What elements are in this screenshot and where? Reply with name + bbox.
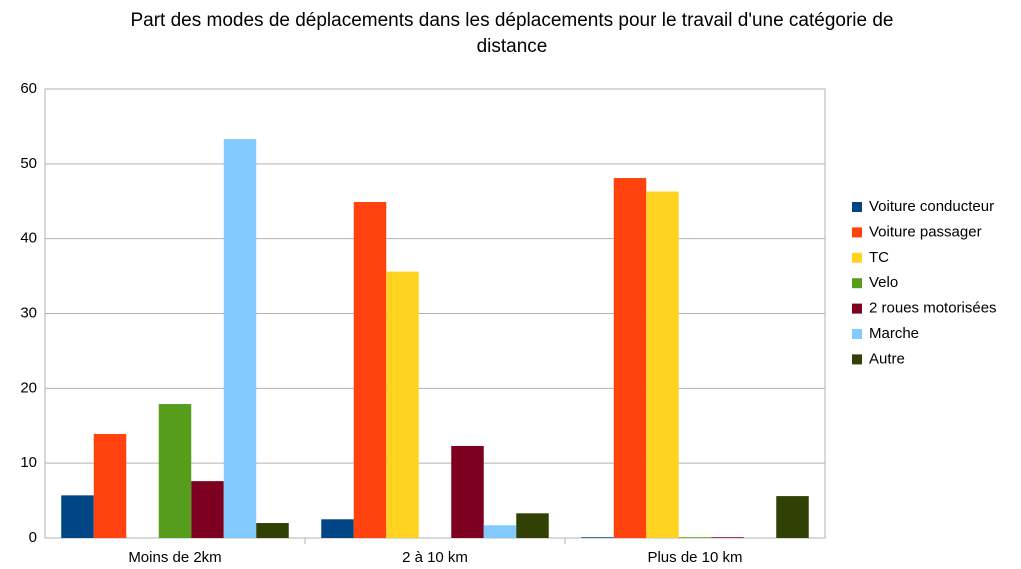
y-tick-label: 10: [20, 454, 37, 471]
legend-swatch: [852, 354, 862, 365]
legend-label: Voiture conducteur: [869, 198, 994, 215]
bar: [711, 537, 744, 538]
bar: [191, 481, 224, 538]
bar: [386, 271, 419, 538]
x-tick-label: 2 à 10 km: [402, 549, 468, 566]
y-tick-label: 0: [29, 529, 37, 546]
bar: [613, 178, 647, 538]
bar: [61, 495, 94, 538]
bar: [776, 496, 809, 538]
bar: [93, 433, 127, 538]
legend-swatch: [852, 278, 862, 289]
legend-label: 2 roues motorisées: [869, 300, 997, 317]
legend-swatch: [852, 227, 862, 238]
bar: [256, 523, 289, 538]
legend-swatch: [852, 329, 862, 339]
x-tick-label: Moins de 2km: [128, 549, 221, 566]
legend-swatch: [852, 202, 862, 212]
legend-label: Voiture passager: [869, 223, 982, 240]
x-tick-label: Plus de 10 km: [647, 549, 742, 566]
legend-label: Marche: [869, 325, 919, 342]
y-tick-label: 40: [20, 230, 37, 247]
bar: [483, 525, 517, 538]
bar: [353, 201, 387, 538]
y-tick-label: 50: [20, 155, 37, 172]
bar: [223, 139, 257, 538]
bar: [321, 519, 354, 538]
bar: [516, 513, 549, 538]
bar: [581, 537, 614, 538]
bar: [451, 445, 484, 538]
chart-title: Part des modes de déplacements dans les …: [130, 10, 894, 57]
legend-label: TC: [869, 249, 889, 266]
y-tick-label: 30: [20, 304, 37, 321]
bar: [646, 191, 679, 538]
bar: [158, 404, 192, 538]
y-tick-label: 20: [20, 379, 37, 396]
plot-frame: [44, 88, 826, 539]
bar: [678, 537, 712, 538]
legend-label: Velo: [869, 274, 898, 291]
legend-label: Autre: [869, 350, 905, 367]
legend-swatch: [852, 252, 862, 263]
legend-swatch: [852, 303, 862, 314]
y-tick-label: 60: [20, 80, 37, 97]
